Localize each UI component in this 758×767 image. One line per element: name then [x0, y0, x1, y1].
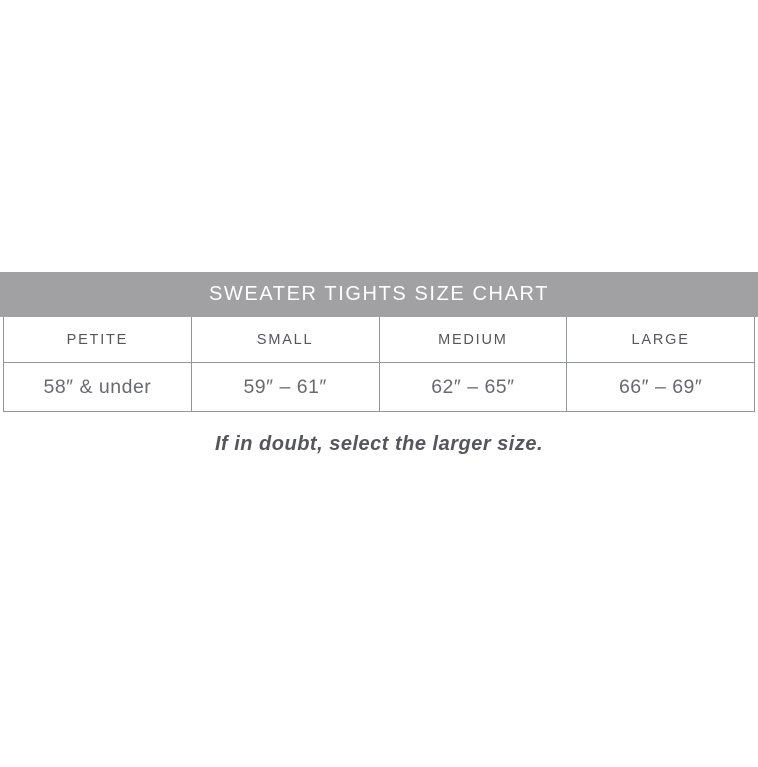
- sizing-advice-note: If in doubt, select the larger size.: [214, 433, 544, 455]
- height-range-petite: 58″ & under: [3, 362, 192, 412]
- height-range-large: 66″ – 69″: [566, 362, 755, 412]
- size-chart-table: PETITE SMALL MEDIUM LARGE 58″ & under 59…: [3, 317, 755, 412]
- column-header-medium: MEDIUM: [378, 317, 568, 363]
- size-chart-title: SWEATER TIGHTS SIZE CHART: [0, 272, 758, 317]
- column-header-large: LARGE: [566, 317, 755, 363]
- column-header-small: SMALL: [190, 317, 380, 363]
- height-range-small: 59″ – 61″: [190, 362, 380, 412]
- sweater-tights-size-chart: SWEATER TIGHTS SIZE CHART PETITE SMALL M…: [0, 272, 758, 456]
- size-chart-header-row: PETITE SMALL MEDIUM LARGE: [3, 317, 755, 363]
- height-range-medium: 62″ – 65″: [378, 362, 568, 412]
- size-chart-value-row: 58″ & under 59″ – 61″ 62″ – 65″ 66″ – 69…: [3, 362, 755, 412]
- column-header-petite: PETITE: [3, 317, 192, 363]
